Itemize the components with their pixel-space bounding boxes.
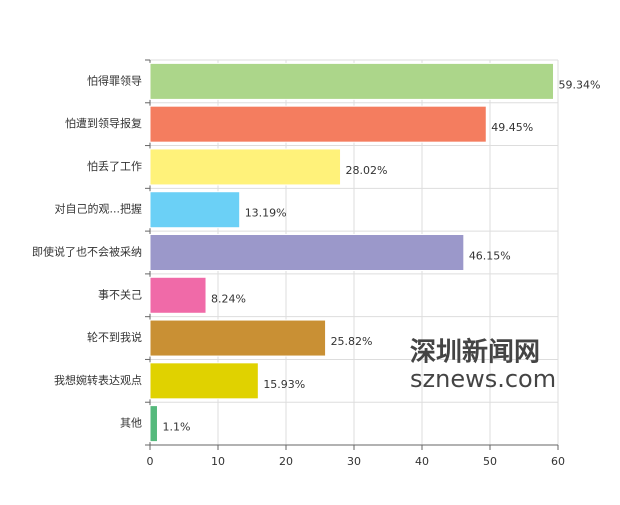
watermark-en: sznews.com [410,365,556,393]
y-tick-label: 对自己的观...把握 [55,202,143,216]
y-tick-label: 我想婉转表达观点 [54,373,142,387]
bar [149,148,342,186]
y-tick-label: 怕丢了工作 [87,160,142,173]
bar [149,234,465,271]
y-tick-label: 轮不到我说 [87,330,142,344]
value-label: 25.82% [331,335,373,348]
y-tick-label: 事不关己 [98,287,142,301]
x-tick-label: 50 [483,455,497,468]
y-tick-label: 怕遭到领导报复 [65,116,142,130]
y-tick-label: 怕得罪领导 [87,74,142,87]
value-label: 1.1% [162,421,190,434]
watermark-cn: 深圳新闻网 [410,337,540,368]
bar [149,405,158,443]
value-label: 15.93% [263,378,305,391]
bar [149,105,487,143]
value-label: 13.19% [245,207,287,220]
value-label: 49.45% [491,121,533,134]
value-label: 28.02% [346,164,388,177]
value-label: 59.34% [559,78,601,91]
x-tick-label: 60 [551,455,565,468]
y-tick-label: 即使说了也不会被采纳 [32,245,142,259]
x-tick-label: 0 [147,455,154,468]
value-label: 46.15% [469,250,511,263]
bar [149,276,207,314]
bar [149,191,241,229]
x-tick-label: 10 [211,455,225,468]
bar [149,62,555,100]
bar [149,362,259,400]
x-tick-label: 20 [279,455,293,468]
x-tick-label: 30 [347,455,361,468]
x-tick-label: 40 [415,455,429,468]
bar [149,319,327,357]
value-label: 8.24% [211,292,246,305]
y-tick-label: 其他 [120,417,142,430]
